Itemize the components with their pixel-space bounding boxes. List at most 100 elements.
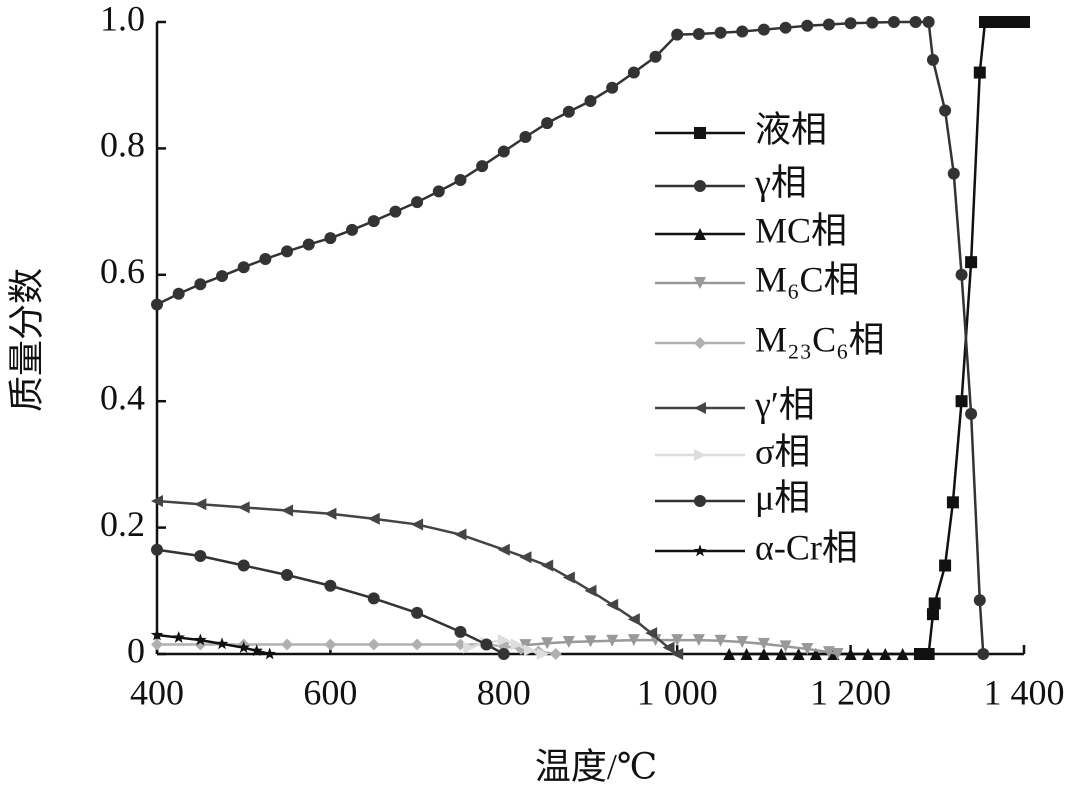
legend-marker <box>694 337 706 349</box>
marker <box>606 634 619 647</box>
marker <box>497 634 510 647</box>
legend-label: μ相 <box>755 477 810 517</box>
marker <box>649 634 662 647</box>
marker <box>497 648 510 660</box>
marker <box>714 26 727 39</box>
marker <box>714 634 727 647</box>
marker <box>237 641 250 654</box>
marker <box>324 507 337 520</box>
marker <box>801 19 814 32</box>
marker <box>779 21 792 34</box>
marker <box>237 559 250 572</box>
marker <box>151 495 163 508</box>
marker <box>150 628 164 641</box>
marker <box>263 647 276 660</box>
marker <box>281 638 294 651</box>
marker <box>965 256 978 269</box>
marker <box>947 167 960 180</box>
marker <box>411 638 424 651</box>
marker <box>757 648 770 660</box>
x-tick-label: 1 000 <box>637 672 718 712</box>
marker <box>965 407 978 420</box>
marker <box>172 630 185 643</box>
x-tick-label: 800 <box>477 672 531 712</box>
marker <box>389 205 402 218</box>
marker <box>562 571 575 584</box>
marker <box>411 196 424 209</box>
marker <box>973 66 986 79</box>
marker <box>562 105 575 118</box>
marker <box>909 16 922 28</box>
legend-label: γ′相 <box>754 384 815 424</box>
marker <box>302 238 315 251</box>
legend-label: σ相 <box>755 431 810 471</box>
marker <box>662 641 675 654</box>
marker <box>946 496 959 509</box>
marker <box>955 395 968 408</box>
marker <box>606 81 619 94</box>
marker <box>939 104 952 117</box>
y-tick-label: 0.8 <box>100 125 145 165</box>
x-tick-label: 1 200 <box>810 672 891 712</box>
marker <box>939 559 952 572</box>
marker <box>831 648 844 660</box>
marker <box>723 648 736 660</box>
marker <box>627 613 640 626</box>
marker <box>584 95 597 107</box>
marker <box>454 625 467 638</box>
marker <box>536 648 549 660</box>
marker <box>913 648 926 660</box>
marker <box>367 215 380 228</box>
marker <box>692 634 705 647</box>
legend-label: 液相 <box>755 109 827 149</box>
marker <box>324 232 337 245</box>
series-line <box>919 20 1024 656</box>
legend-label: MC相 <box>755 210 847 250</box>
marker <box>324 579 337 592</box>
marker <box>324 638 337 651</box>
x-tick-label: 1 400 <box>984 672 1065 712</box>
legend-label: M₆C相 <box>755 259 860 299</box>
marker <box>541 559 554 572</box>
marker <box>151 298 163 311</box>
marker <box>645 627 658 640</box>
marker <box>896 648 909 660</box>
marker <box>215 637 229 650</box>
marker <box>1018 16 1030 28</box>
legend-marker <box>694 127 706 139</box>
marker <box>454 528 467 541</box>
marker <box>879 648 892 660</box>
marker <box>801 642 814 655</box>
marker <box>411 606 424 619</box>
marker <box>584 584 597 597</box>
y-tick-label: 0.2 <box>100 504 145 544</box>
marker <box>237 501 250 514</box>
marker <box>977 648 990 660</box>
marker <box>692 28 705 41</box>
marker <box>549 648 562 660</box>
legend-label: α-Cr相 <box>755 527 858 567</box>
marker <box>671 28 684 41</box>
marker <box>250 644 263 657</box>
marker <box>411 518 424 531</box>
marker <box>194 550 207 563</box>
marker <box>922 16 935 28</box>
marker <box>237 261 250 274</box>
marker <box>736 25 749 38</box>
marker <box>922 648 935 660</box>
marker <box>955 268 968 281</box>
marker <box>792 648 805 660</box>
marker <box>497 543 510 556</box>
marker <box>151 543 163 556</box>
legend-marker <box>694 228 706 240</box>
marker <box>844 17 857 30</box>
marker <box>497 145 510 158</box>
marker <box>281 504 294 517</box>
marker <box>367 512 380 525</box>
x-tick-label: 400 <box>130 672 184 712</box>
marker <box>757 23 770 36</box>
y-tick-label: 0.6 <box>100 251 145 291</box>
x-tick-label: 600 <box>303 672 357 712</box>
marker <box>541 637 554 650</box>
y-axis-label: 质量分数 <box>6 268 46 412</box>
